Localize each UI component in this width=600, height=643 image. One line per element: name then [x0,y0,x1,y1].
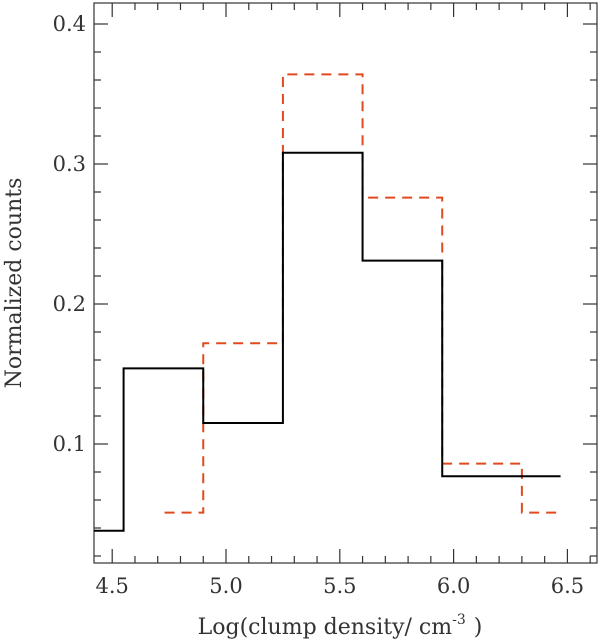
y-tick-label: 0.3 [53,152,86,176]
series-solid-line [94,151,561,532]
series-dashed-line [164,73,561,514]
tick-labels: 4.5 5.0 5.5 6.0 6.5 0.1 0.2 0.3 0.4 [53,12,585,598]
y-tick-label: 0.1 [53,432,86,456]
x-axis-title: Log(clump density/ cm-3) [198,612,483,640]
y-axis-title: Normalized counts [2,178,27,389]
axis-ticks [94,3,597,563]
y-tick-label: 0.4 [53,12,86,36]
x-tick-label: 5.5 [323,574,356,598]
series-group [94,73,561,532]
x-tick-label: 6.0 [437,574,470,598]
x-tick-label: 6.5 [551,574,584,598]
x-tick-label: 5.0 [209,574,242,598]
y-tick-label: 0.2 [53,292,86,316]
x-tick-label: 4.5 [96,574,129,598]
plot-frame [93,2,598,564]
